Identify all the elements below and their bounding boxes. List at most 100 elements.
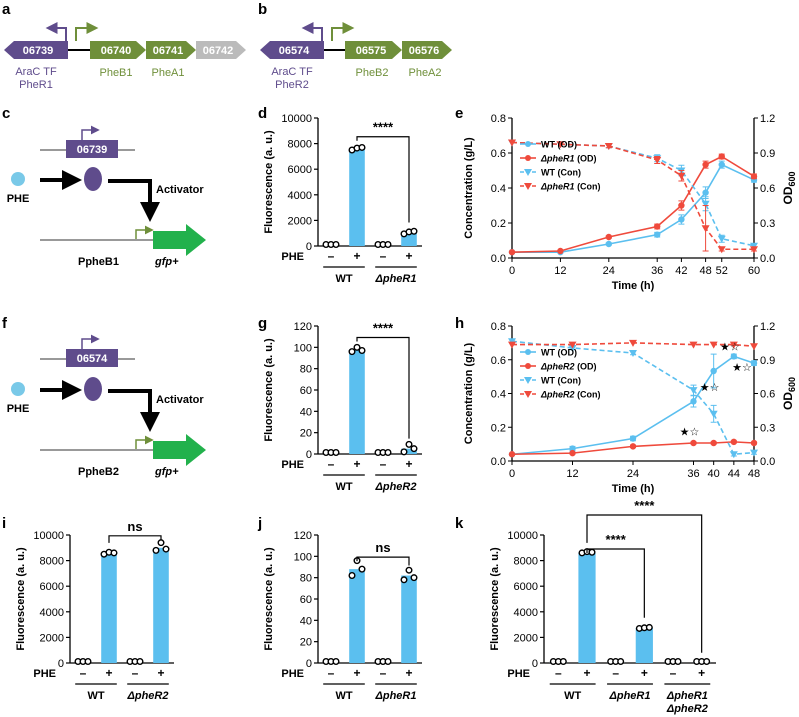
phe-state: + bbox=[353, 249, 360, 263]
y-tick-label: 4000 bbox=[40, 607, 64, 619]
y-tick-label: 8000 bbox=[288, 139, 312, 151]
panel-letter-d: d bbox=[258, 105, 267, 122]
legend-marker bbox=[524, 183, 532, 190]
y-axis-label: Fluorescence (a. u.) bbox=[489, 547, 501, 651]
y2-tick-label: 0.6 bbox=[760, 389, 775, 401]
gene-06740-arrow bbox=[90, 41, 146, 59]
reporter-label: gfp+ bbox=[154, 256, 179, 268]
phe-state: – bbox=[380, 457, 387, 471]
data-point bbox=[710, 439, 717, 447]
y-tick-label: 2000 bbox=[288, 215, 312, 227]
significance-bracket bbox=[356, 336, 410, 439]
pheb-label: PheB1 bbox=[99, 67, 132, 79]
data-point bbox=[568, 341, 577, 349]
legend-label: WT (OD) bbox=[541, 140, 577, 150]
significance-label: **** bbox=[373, 120, 394, 135]
gene-06741-label: 06741 bbox=[153, 45, 184, 57]
data-point bbox=[730, 353, 738, 360]
y-tick-label: 80 bbox=[300, 364, 312, 376]
data-point bbox=[730, 438, 738, 446]
phe-state: – bbox=[380, 249, 387, 263]
series bbox=[508, 139, 758, 254]
phe-state: – bbox=[80, 666, 87, 680]
replicate-point bbox=[332, 449, 340, 457]
bar-chart-g: 0 20 40 60 80 100 120 Fluorescence (a. u.) PHE – +… bbox=[263, 320, 422, 493]
significance-label: ns bbox=[127, 519, 142, 534]
data-point bbox=[689, 341, 698, 349]
x-tick-label: 12 bbox=[566, 468, 578, 480]
bar bbox=[401, 448, 417, 454]
significance-star-annotation: ★☆ bbox=[680, 426, 700, 438]
gfp-reporter-arrow bbox=[153, 224, 206, 256]
series bbox=[508, 438, 758, 458]
promoter-label: PpheB1 bbox=[78, 256, 119, 268]
y-tick-label: 8000 bbox=[514, 556, 538, 568]
tf-label-line1: AraC TF bbox=[271, 66, 313, 78]
replicate-point bbox=[617, 658, 625, 666]
data-point bbox=[629, 339, 637, 347]
reporter-label: gfp+ bbox=[154, 466, 179, 478]
bar-chart-d: 0 2000 4000 6000 8000 10000 Fluorescence (a. u… bbox=[263, 113, 422, 285]
data-point bbox=[750, 246, 758, 254]
panel-letter-b: b bbox=[258, 1, 267, 18]
y-tick-label: 60 bbox=[300, 594, 312, 606]
panel-letter-h: h bbox=[455, 315, 464, 332]
gene-06575-label: 06575 bbox=[356, 45, 387, 57]
gene-06574-label: 06574 bbox=[279, 45, 310, 57]
replicate-point bbox=[348, 572, 356, 580]
data-point bbox=[717, 235, 726, 243]
significance-star-annotation: ★☆ bbox=[700, 382, 720, 394]
bar bbox=[349, 148, 365, 246]
y2-tick-label: 0.3 bbox=[760, 422, 775, 434]
inducer-label: PHE bbox=[7, 403, 30, 415]
y-tick-label: 0.8 bbox=[491, 321, 506, 333]
data-point bbox=[508, 139, 516, 147]
legend-marker bbox=[525, 349, 531, 355]
y-tick-label: 120 bbox=[294, 321, 312, 333]
data-point bbox=[569, 445, 576, 452]
phe-row-label: PHE bbox=[507, 668, 530, 680]
regulator-gene-box bbox=[66, 349, 118, 367]
bar bbox=[635, 627, 653, 663]
y-tick-label: 20 bbox=[300, 428, 312, 440]
data-point bbox=[729, 451, 738, 459]
y-axis-label: Fluorescence (a. u.) bbox=[263, 338, 275, 442]
replicate-point bbox=[348, 348, 356, 356]
phe-state: + bbox=[157, 666, 164, 680]
x-tick-label: 52 bbox=[716, 265, 728, 277]
phe-state: – bbox=[612, 666, 619, 680]
y-tick-label: 20 bbox=[300, 637, 312, 649]
phe-state: + bbox=[405, 457, 412, 471]
operon-b: 06574 06575 06576 AraC TF PheR2 PheB2 Ph… bbox=[260, 22, 452, 91]
gene-06740-label: 06740 bbox=[101, 45, 132, 57]
schematic-c: 06739 PHE Activator PpheB1 gfp+ bbox=[7, 125, 206, 268]
regulator-gene-label: 06739 bbox=[77, 144, 108, 156]
data-point bbox=[702, 161, 709, 168]
x-tick-label: 12 bbox=[554, 265, 566, 277]
phe-state: + bbox=[353, 666, 360, 680]
phe-state: – bbox=[132, 666, 139, 680]
gene-06739-arrow bbox=[4, 41, 68, 59]
y-tick-label: 0.4 bbox=[491, 389, 506, 401]
gfp-reporter-arrow bbox=[153, 434, 206, 466]
y-tick-label: 6000 bbox=[514, 581, 538, 593]
y-tick-label: 0.6 bbox=[491, 148, 506, 160]
promoter-arrow-r1 bbox=[45, 22, 67, 41]
significance-star-annotation: ★☆ bbox=[732, 362, 752, 374]
y-tick-label: 2000 bbox=[40, 632, 64, 644]
y-tick-label: 40 bbox=[300, 615, 312, 627]
y-tick-label: 0 bbox=[58, 658, 64, 670]
y-tick-label: 0 bbox=[306, 658, 312, 670]
phe-state: – bbox=[328, 457, 335, 471]
series bbox=[508, 353, 758, 458]
data-point bbox=[508, 248, 516, 256]
replicate-point bbox=[358, 143, 366, 151]
group-label: WT bbox=[335, 690, 352, 702]
bar bbox=[349, 569, 365, 663]
replicate-point bbox=[384, 449, 392, 457]
data-point bbox=[718, 161, 725, 168]
data-point bbox=[629, 443, 637, 450]
phe-state: + bbox=[405, 666, 412, 680]
replicate-point bbox=[410, 445, 418, 453]
replicate-point bbox=[136, 658, 144, 666]
